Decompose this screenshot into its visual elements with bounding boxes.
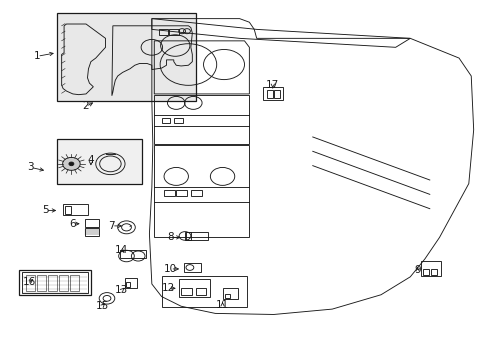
Bar — [84, 228, 99, 235]
Text: 5: 5 — [42, 206, 49, 216]
Text: 15: 15 — [95, 301, 108, 311]
Bar — [70, 275, 79, 291]
Text: 13: 13 — [115, 285, 128, 296]
Text: 11: 11 — [216, 300, 229, 310]
Bar — [168, 30, 178, 35]
Bar — [159, 30, 167, 35]
Text: 16: 16 — [22, 277, 36, 287]
Text: 12: 12 — [161, 283, 174, 293]
Bar — [181, 288, 191, 295]
Text: 17: 17 — [265, 80, 279, 90]
Bar — [65, 206, 71, 214]
Bar — [22, 272, 88, 293]
Text: 1: 1 — [34, 51, 41, 61]
Bar — [161, 276, 246, 307]
Bar — [184, 231, 208, 240]
Bar — [37, 275, 46, 291]
Bar — [126, 282, 130, 287]
Text: 10: 10 — [163, 264, 177, 274]
Bar — [57, 13, 195, 101]
Bar — [125, 278, 137, 288]
Bar — [263, 87, 282, 100]
Bar — [185, 232, 190, 239]
Bar — [420, 261, 441, 276]
Bar — [176, 190, 186, 196]
Bar — [57, 139, 142, 184]
Bar — [190, 190, 201, 196]
Bar — [273, 90, 279, 98]
Text: 4: 4 — [87, 155, 94, 165]
Bar — [266, 90, 272, 98]
Circle shape — [62, 157, 80, 170]
Text: 2: 2 — [82, 102, 89, 112]
Text: 6: 6 — [69, 219, 76, 229]
Bar — [48, 275, 57, 291]
Bar — [422, 269, 428, 275]
Bar — [63, 204, 88, 215]
Text: 8: 8 — [167, 232, 173, 242]
Text: 7: 7 — [108, 221, 115, 231]
Bar — [224, 294, 229, 298]
Bar — [59, 275, 68, 291]
Bar — [430, 269, 436, 275]
Text: 9: 9 — [413, 265, 420, 275]
Bar — [173, 118, 182, 123]
Bar — [195, 288, 206, 295]
Text: 14: 14 — [115, 245, 128, 255]
Bar — [84, 220, 99, 227]
Bar — [178, 279, 210, 297]
Bar — [19, 270, 91, 296]
Text: 3: 3 — [27, 162, 34, 172]
Bar — [183, 263, 200, 272]
Bar — [161, 118, 170, 123]
Bar — [120, 250, 146, 258]
Bar — [26, 275, 35, 291]
Bar — [222, 288, 238, 299]
Bar — [163, 190, 174, 196]
Circle shape — [69, 162, 74, 166]
